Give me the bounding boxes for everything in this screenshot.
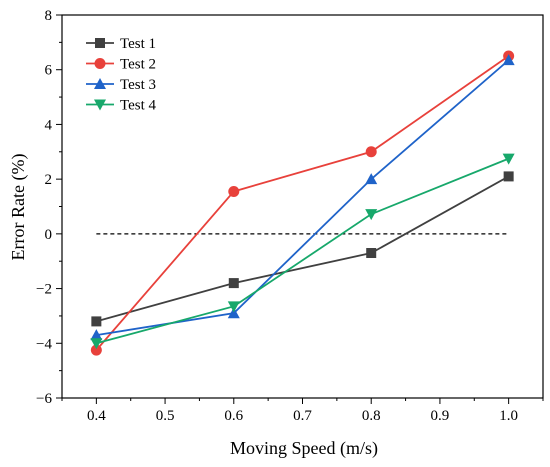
data-point — [366, 248, 377, 259]
data-point — [227, 301, 240, 313]
data-point — [91, 316, 102, 327]
series-line — [96, 59, 510, 336]
y-tick-label: 0 — [45, 227, 53, 243]
data-point — [365, 173, 378, 185]
legend-item: Test 2 — [86, 57, 156, 73]
data-point — [502, 153, 515, 165]
legend-label: Test 2 — [120, 57, 156, 73]
axes: 0.4 0.5 0.6 0.7 0.8 0.9 1.0 −6 −4 −2 0 2 4 6 8 — [36, 8, 544, 424]
data-point — [502, 54, 515, 66]
legend-label: Test 1 — [120, 36, 156, 52]
y-tick-label: −2 — [36, 282, 52, 298]
x-tick-label: 0.6 — [224, 408, 243, 424]
x-tick-label: 0.8 — [362, 408, 381, 424]
x-tick-label: 0.7 — [293, 408, 312, 424]
x-tick-label: 1.0 — [499, 408, 518, 424]
x-tick-label: 0.9 — [431, 408, 450, 424]
data-point — [90, 338, 103, 350]
x-axis-title: Moving Speed (m/s) — [230, 438, 378, 459]
legend-label: Test 4 — [120, 98, 157, 114]
data-point — [503, 171, 514, 182]
legend-marker — [94, 99, 106, 111]
data-point — [228, 278, 239, 289]
data-point — [365, 209, 378, 221]
y-tick-label: −6 — [36, 391, 52, 407]
legend-marker — [94, 78, 106, 89]
legend-item: Test 4 — [86, 98, 157, 114]
data-point — [227, 307, 240, 319]
series-group — [90, 50, 515, 356]
y-tick-label: 8 — [45, 8, 53, 24]
series-2 — [90, 50, 515, 356]
series-line — [95, 55, 510, 351]
y-tick-label: 2 — [45, 172, 53, 188]
y-tick-label: −4 — [36, 336, 52, 352]
y-tick-label: 6 — [45, 63, 53, 79]
series-line — [96, 157, 509, 345]
series-line — [96, 175, 510, 323]
legend-item: Test 1 — [86, 36, 156, 52]
legend-item: Test 3 — [86, 77, 156, 93]
y-axis-title: Error Rate (%) — [8, 154, 29, 261]
legend-marker — [95, 38, 105, 48]
legend-marker — [94, 58, 106, 69]
series-1 — [91, 171, 514, 327]
data-point — [90, 344, 102, 356]
series-4 — [90, 153, 515, 350]
data-point — [228, 185, 240, 197]
data-point — [365, 146, 377, 158]
legend: Test 1 Test 2 Test 3 Test 4 — [86, 36, 157, 114]
y-tick-label: 4 — [45, 117, 53, 133]
data-point — [90, 329, 103, 341]
x-tick-label: 0.4 — [87, 408, 106, 424]
legend-label: Test 3 — [120, 77, 156, 93]
x-tick-label: 0.5 — [156, 408, 175, 424]
